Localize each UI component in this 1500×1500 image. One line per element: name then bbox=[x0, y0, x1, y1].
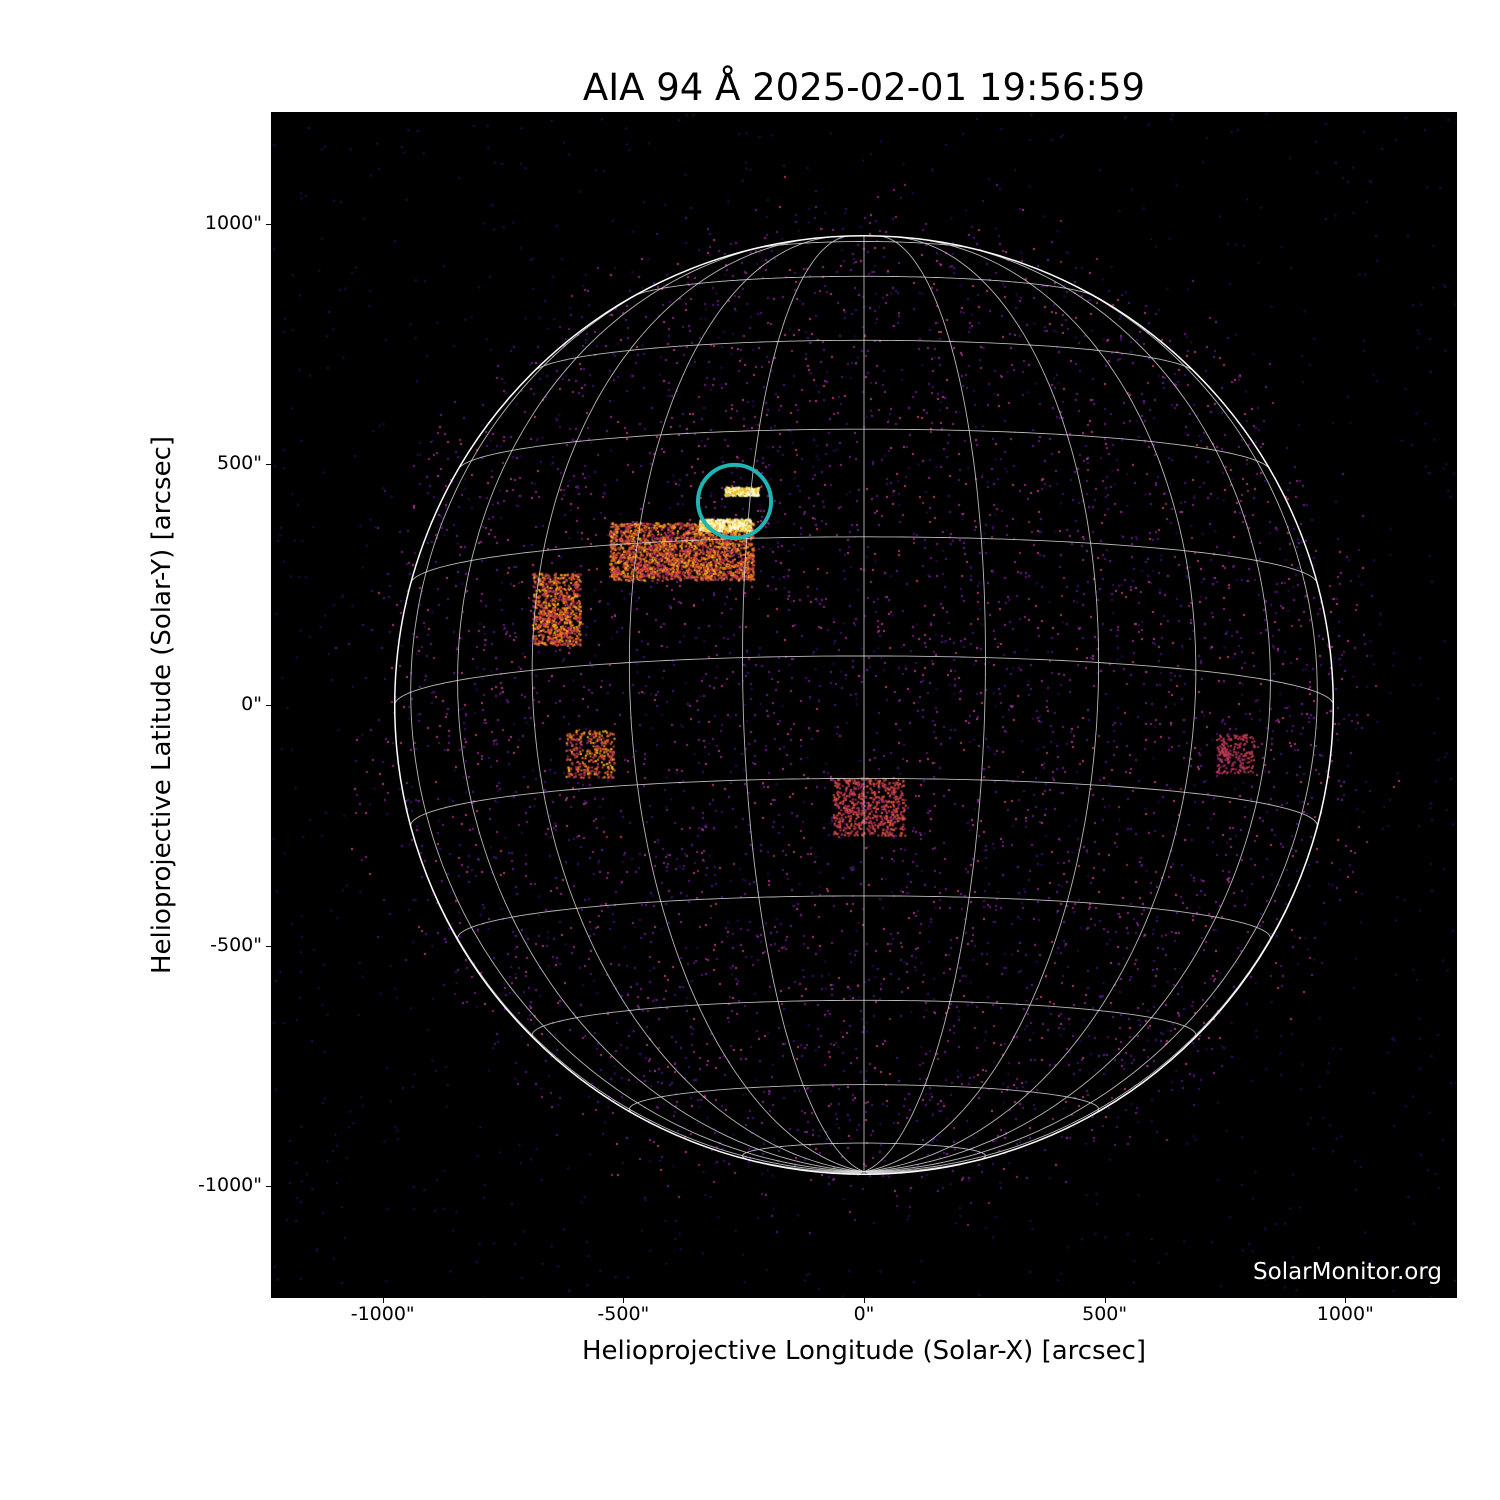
y-tick-label: 1000" bbox=[204, 211, 262, 234]
longitude-line bbox=[531, 238, 865, 1173]
longitude-line bbox=[863, 238, 1197, 1173]
y-tick-mark bbox=[266, 945, 272, 947]
longitude-line bbox=[742, 235, 865, 1173]
solar-image-axes: SolarMonitor.org bbox=[272, 113, 1456, 1297]
x-tick-label: -1000" bbox=[350, 1303, 415, 1325]
x-tick-label: -500" bbox=[597, 1303, 650, 1325]
y-tick-label: 0" bbox=[241, 693, 262, 715]
longitude-line bbox=[410, 269, 865, 1173]
longitude-line bbox=[628, 236, 865, 1173]
longitude-line bbox=[394, 704, 865, 1173]
y-tick-label: -500" bbox=[210, 933, 262, 956]
x-tick-mark bbox=[1104, 1297, 1106, 1303]
longitude-line bbox=[863, 235, 986, 1173]
y-tick-mark bbox=[266, 705, 272, 706]
x-tick-label: 0" bbox=[853, 1303, 875, 1325]
x-tick-mark bbox=[382, 1297, 384, 1303]
x-tick-label: 500" bbox=[1082, 1303, 1128, 1325]
x-tick-mark bbox=[1345, 1297, 1347, 1303]
longitude-line bbox=[863, 704, 1334, 1173]
x-tick-label: 1000" bbox=[1316, 1303, 1374, 1325]
y-tick-label: 500" bbox=[216, 452, 262, 475]
solar-limb bbox=[393, 234, 1335, 1176]
watermark: SolarMonitor.org bbox=[1253, 1259, 1442, 1285]
x-tick-mark bbox=[623, 1297, 625, 1303]
y-tick-mark bbox=[266, 1186, 272, 1188]
y-tick-label: -1000" bbox=[198, 1174, 262, 1197]
longitude-line bbox=[457, 242, 865, 1173]
longitude-line bbox=[863, 236, 1100, 1173]
longitude-line bbox=[863, 269, 1318, 1173]
y-tick-mark bbox=[266, 223, 272, 225]
x-axis-label: Helioprojective Longitude (Solar-X) [arc… bbox=[581, 1336, 1147, 1366]
y-tick-mark bbox=[266, 464, 272, 466]
x-tick-mark bbox=[864, 1297, 865, 1303]
grid-overlay bbox=[393, 234, 1335, 1176]
longitude-line bbox=[863, 242, 1271, 1173]
y-axis-label: Helioprojective Latitude (Solar-Y) [arcs… bbox=[147, 435, 177, 975]
region-marker-circle bbox=[695, 462, 774, 540]
chart-title: AIA 94 Å 2025-02-01 19:56:59 bbox=[582, 66, 1146, 109]
